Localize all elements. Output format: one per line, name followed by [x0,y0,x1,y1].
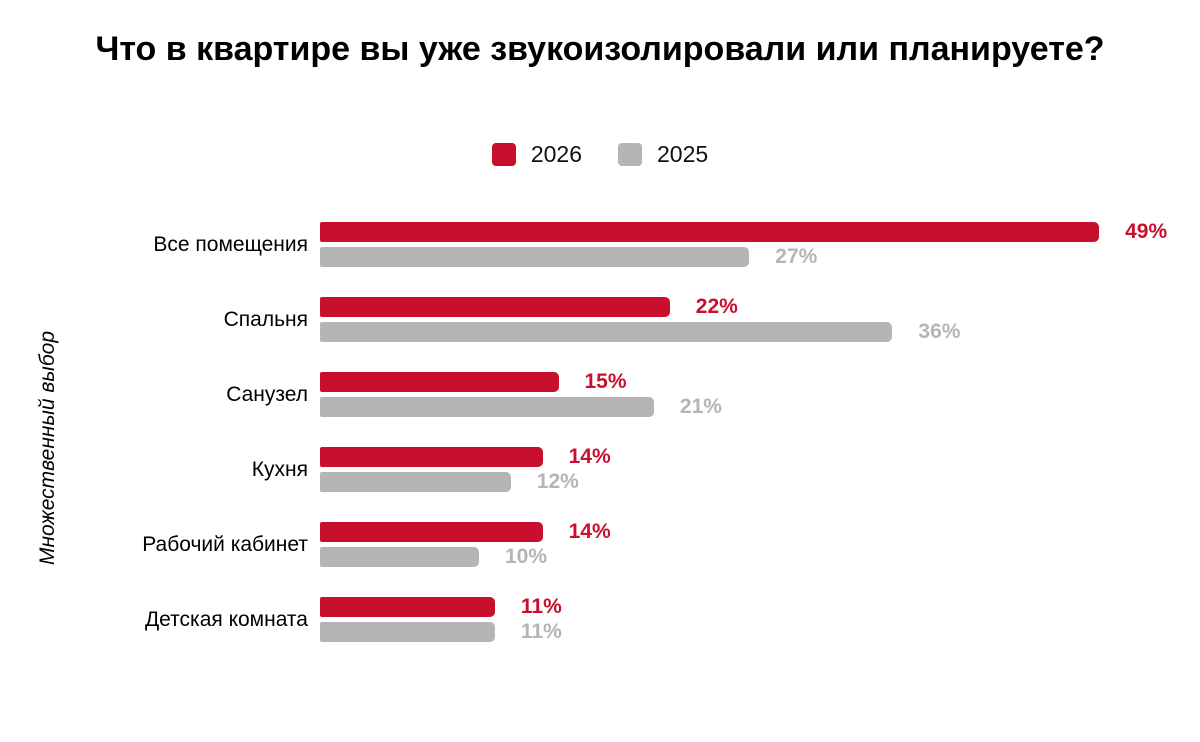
bar-2025 [320,472,511,492]
category-label: Кухня [251,458,308,481]
legend-swatch-2026 [491,143,516,166]
value-label-2026: 14% [568,520,611,543]
bar-2025 [320,397,654,417]
bar-row: Все помещения 49% 27% [0,220,1200,297]
bar-2025 [320,547,479,567]
value-label-2025: 11% [520,620,562,643]
value-label-2025: 12% [536,470,579,493]
bar-2026 [320,222,1100,242]
legend: 2026 2025 [0,141,1200,168]
value-label-2025: 27% [775,245,818,268]
chart-title: Что в квартире вы уже звукоизолировали и… [95,30,1105,68]
legend-label-2025: 2025 [657,141,709,167]
bar-2025 [320,622,495,642]
category-label: Все помещения [153,233,308,256]
bar-2026 [320,522,543,542]
bar-2025 [320,247,750,267]
bar-2026 [320,447,543,467]
value-label-2025: 36% [918,320,961,343]
legend-item-2025: 2025 [618,141,708,168]
bar-row: Рабочий кабинет 14% 10% [0,520,1200,597]
legend-label-2026: 2026 [530,141,582,167]
legend-swatch-2025 [618,143,642,166]
category-label: Детская комната [144,608,308,631]
bar-row: Санузел 15% 21% [0,370,1200,447]
value-label-2025: 10% [505,545,548,568]
category-label: Санузел [226,383,308,406]
value-label-2026: 11% [520,595,562,618]
legend-item-2026: 2026 [491,141,582,168]
value-label-2026: 14% [568,445,611,468]
bar-2026 [320,372,559,392]
category-label: Спальня [223,308,308,331]
bar-2026 [320,597,495,617]
bar-rows: Все помещения 49% 27% Спальня 22% 36% Санузел 1… [0,220,1200,672]
value-label-2026: 15% [584,370,627,393]
bar-2025 [320,322,893,342]
bar-row: Детская комната 11% 11% [0,595,1200,672]
category-label: Рабочий кабинет [142,533,308,556]
value-label-2026: 22% [695,295,738,318]
value-label-2025: 21% [679,395,722,418]
bar-row: Спальня 22% 36% [0,295,1200,372]
bar-row: Кухня 14% 12% [0,445,1200,522]
value-label-2026: 49% [1125,220,1168,243]
bar-2026 [320,297,670,317]
